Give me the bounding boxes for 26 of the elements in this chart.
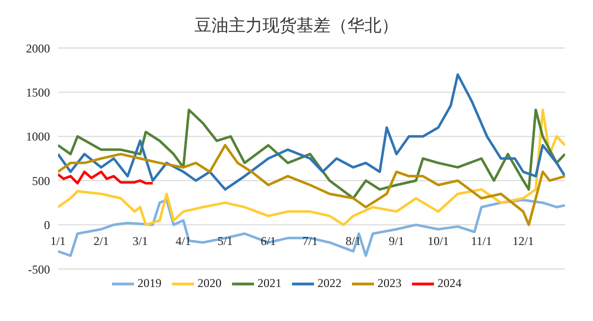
- legend-label: 2022: [318, 276, 342, 290]
- legend-label: 2023: [378, 276, 402, 290]
- x-tick-label: 10/1: [428, 234, 449, 248]
- legend-label: 2024: [438, 276, 462, 290]
- x-tick-label: 11/1: [470, 234, 492, 248]
- line-series: [58, 144, 565, 226]
- legend-label: 2019: [138, 276, 162, 290]
- line-series: [58, 108, 565, 200]
- y-tick-label: 1500: [26, 85, 50, 100]
- chart-title: 豆油主力现货基差（华北）: [194, 15, 400, 37]
- x-tick-label: 9/1: [388, 234, 404, 248]
- y-tick-label: 1000: [26, 130, 50, 144]
- y-tick-label: 0: [44, 218, 50, 232]
- x-tick-label: 3/1: [132, 234, 148, 248]
- line-series: [58, 73, 565, 191]
- legend-label: 2021: [258, 276, 282, 290]
- x-tick-label: 2/1: [94, 234, 109, 248]
- x-tick-label: 4/1: [176, 234, 192, 248]
- legend-label: 2020: [198, 276, 222, 290]
- x-tick-label: 12/1: [512, 234, 534, 248]
- line-series: [58, 170, 154, 184]
- line-series: [58, 108, 565, 226]
- y-tick-label: 500: [32, 174, 50, 188]
- x-tick-label: 1/1: [50, 234, 66, 248]
- y-tick-label: -500: [28, 262, 50, 276]
- y-tick-label: 2000: [26, 41, 50, 56]
